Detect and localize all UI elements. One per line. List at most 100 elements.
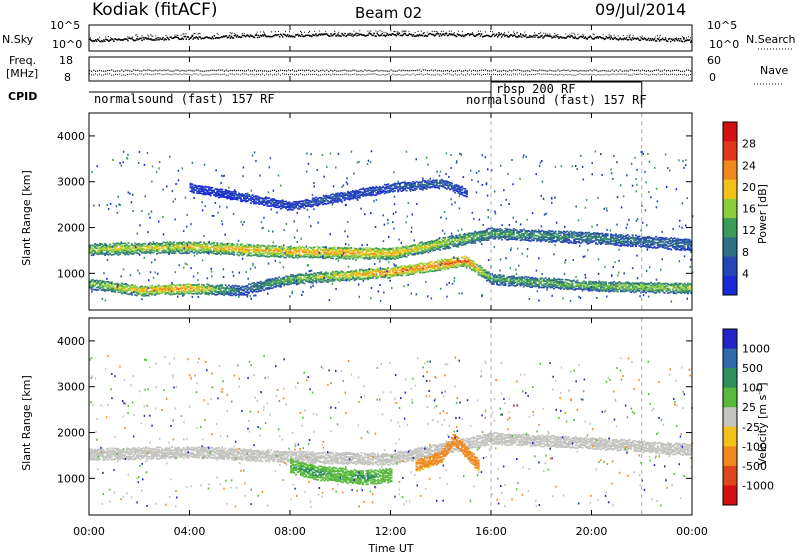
heatmap-cell [601,240,604,242]
heatmap-cell [417,245,420,247]
heatmap-cell [251,288,254,290]
nave-point [639,73,641,75]
heatmap-cell [439,242,442,245]
nsky-point [252,36,255,38]
heatmap-cell [320,251,323,254]
heatmap-cell [181,287,184,290]
freq-point [615,69,617,71]
heatmap-cell [266,251,269,254]
heatmap-cell [370,274,373,277]
heatmap-cell [243,253,246,256]
nsearch-label: N.Search [746,33,796,46]
heatmap-cell [186,252,189,255]
nsky-point [123,38,125,41]
heatmap-cell [115,251,118,253]
nsky-point [380,34,382,36]
heatmap-cell [209,243,212,246]
heatmap-cell [216,246,219,249]
nsky-point [412,33,415,36]
heatmap-cell [213,252,215,255]
heatmap-cell [330,273,333,276]
nave-point [380,74,382,76]
freq-point [438,70,440,72]
heatmap-cell [301,249,304,251]
heatmap-cell [362,252,364,255]
freq-point [414,69,416,72]
heatmap-cell [213,242,215,244]
heatmap-cell [377,276,380,278]
nave-point [539,73,541,75]
heatmap-cell [95,289,98,291]
heatmap-cell [241,293,244,296]
nsearch-point [180,34,182,36]
heatmap-cell [576,236,579,238]
nave-point [336,74,338,76]
heatmap-cell [596,232,599,234]
nsky-point [94,40,96,42]
heatmap-cell [658,241,661,243]
heatmap-cell [574,238,577,240]
heatmap-cell [189,246,192,249]
heatmap-cell [408,248,411,251]
nsearch-point [397,31,399,33]
nsky-point [199,36,202,38]
heatmap-cell [687,247,689,250]
nave-point [547,73,549,75]
heatmap-cell [105,250,108,252]
heatmap-cell [645,245,648,248]
heatmap-cell [201,251,204,254]
heatmap-cell [467,241,470,243]
heatmap-cell [221,244,224,247]
heatmap-cell [541,233,544,236]
heatmap-cell [328,256,331,259]
nave-point [406,73,408,75]
freq-point [314,70,316,72]
heatmap-cell [157,244,160,247]
heatmap-cell [209,292,212,295]
nsearch-point [574,34,576,36]
heatmap-cell [655,238,658,241]
nave-point [677,74,679,76]
nave-point [565,74,567,76]
heatmap-cell [623,240,626,243]
freq-point [151,70,153,72]
heatmap-cell [259,282,262,285]
heatmap-cell [274,286,277,288]
heatmap-cell [362,248,364,251]
heatmap-cell [499,233,502,235]
heatmap-cell [492,229,495,231]
freq-point [581,70,583,72]
nsky-point [256,36,259,39]
heatmap-cell [114,243,117,245]
heatmap-cell [273,253,276,256]
heatmap-cell [321,273,324,275]
nsky-point [687,39,689,41]
heatmap-cell [259,284,262,287]
heatmap-cell [266,245,269,248]
heatmap-cell [238,290,241,293]
heatmap-cell [457,241,460,243]
heatmap-cell [484,230,487,232]
heatmap-cell [94,252,96,254]
nsky-point [644,38,647,40]
heatmap-cell [355,273,358,276]
heatmap-cell [581,239,584,242]
heatmap-cell [303,256,306,258]
nsky-point [321,33,323,35]
heatmap-cell [506,231,509,233]
heatmap-cell [142,289,145,292]
heatmap-cell [135,249,138,252]
nsky-point [649,38,652,40]
nsearch-point [198,32,200,34]
heatmap-cell [487,233,490,236]
heatmap-cell [130,250,133,252]
heatmap-cell [531,233,534,235]
heatmap-cell [430,249,433,251]
nsearch-point [396,31,398,33]
heatmap-cell [197,288,200,291]
heatmap-cell [378,253,381,256]
nsky-point [109,39,111,42]
heatmap-cell [609,233,612,236]
heatmap-cell [663,244,666,247]
heatmap-cell [492,235,495,238]
